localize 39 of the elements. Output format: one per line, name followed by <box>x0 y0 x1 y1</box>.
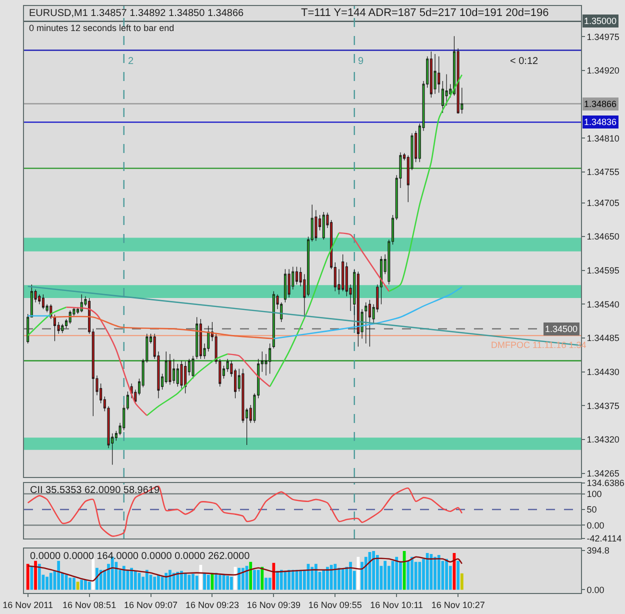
annotation: < 0:12 <box>510 56 539 67</box>
y-tick-label: 1.34705 <box>586 198 620 208</box>
ref-line-label: 9 <box>358 56 364 67</box>
x-tick-label: 16 Nov 10:27 <box>431 600 485 610</box>
y-tick-label: 0.00 <box>586 584 604 595</box>
chart-title: 0.0000 0.0000 164.0000 0.0000 0.0000 262.0000 <box>30 551 250 562</box>
x-tick-label: 16 Nov 10:11 <box>370 600 424 610</box>
y-tick-label: 1.34485 <box>586 333 620 344</box>
text: 0 minutes 12 seconds left to bar end <box>29 23 174 33</box>
y-tick-label: 1.34265 <box>586 468 620 478</box>
y-tick-label: 0.00 <box>586 520 604 530</box>
y-tick-label: 1.34320 <box>586 434 620 445</box>
y-tick-label: 1.34375 <box>586 400 620 411</box>
y-tick-label: 394.8 <box>586 546 610 556</box>
y-tick-label: 50 <box>586 504 597 515</box>
ref-line-label: 1.34500 <box>545 324 578 334</box>
ref-line-label: 1.34866 <box>584 99 617 109</box>
x-tick-label: 16 Nov 2011 <box>2 600 54 610</box>
x-tick-label: 16 Nov 09:39 <box>246 600 300 610</box>
chart-title: EURUSD,M1 1.34857 1.34892 1.34850 1.34866 <box>29 8 244 19</box>
y-tick-label: 1.34755 <box>586 167 620 178</box>
y-tick-label: 1.34430 <box>586 367 620 377</box>
annotation: T=111 Y=144 ADR=187 5d=217 10d=191 20d=196 <box>301 7 549 19</box>
y-tick-label: 1.34975 <box>586 32 620 42</box>
x-tick-label: 16 Nov 09:07 <box>124 600 178 610</box>
x-tick-label: 16 Nov 09:55 <box>308 600 362 610</box>
ref-line-label: 1.34836 <box>584 117 617 127</box>
y-tick-label: 1.34595 <box>586 266 620 276</box>
ref-line-label: 1.35000 <box>584 16 617 26</box>
y-tick-label: 100 <box>586 488 602 499</box>
ref-line-label: 2 <box>128 56 134 67</box>
y-tick-label: -42.4114 <box>586 534 622 544</box>
x-tick-label: 16 Nov 09:23 <box>185 600 240 610</box>
y-tick-label: 1.34540 <box>586 299 620 310</box>
y-tick-label: 1.34810 <box>586 133 620 144</box>
y-tick-label: 134.6386 <box>586 478 624 488</box>
x-tick-label: 16 Nov 08:51 <box>62 600 116 610</box>
y-tick-label: 1.34920 <box>586 66 620 76</box>
y-tick-label: 1.34650 <box>586 232 620 242</box>
